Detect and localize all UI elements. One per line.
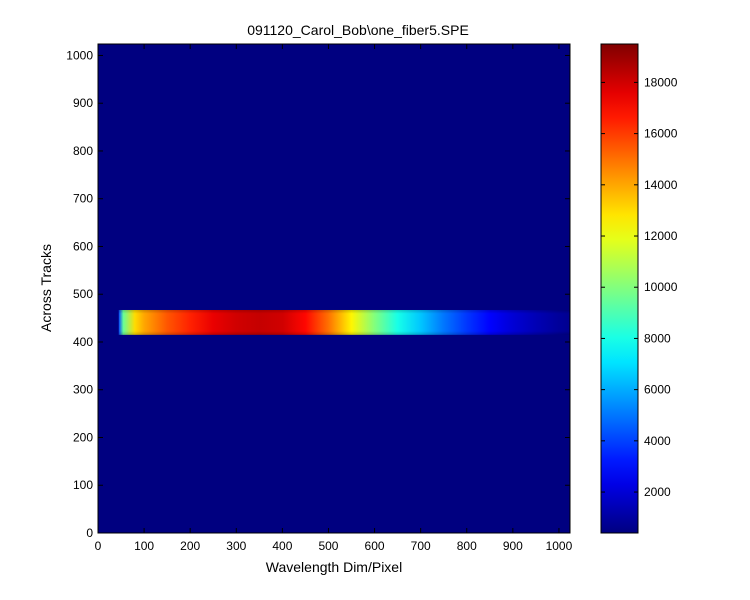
x-tick-label: 100 [134,539,154,553]
colorbar-tick-label: 10000 [644,280,678,294]
colorbar-tick-label: 16000 [644,127,678,141]
colorbar-tick-label: 6000 [644,383,671,397]
colorbar-tick-label: 12000 [644,229,678,243]
colorbar-tick-label: 18000 [644,75,678,89]
y-axis-ticks: 0 100 200 300 400 500 600 700 800 900 1000 [66,48,570,540]
x-tick-label: 500 [318,539,338,553]
colorbar-tick-label: 4000 [644,434,671,448]
y-tick-label: 800 [73,144,93,158]
y-tick-label: 300 [73,383,93,397]
x-tick-label: 400 [272,539,292,553]
y-tick-label: 600 [73,239,93,253]
x-axis-label: Wavelength Dim/Pixel [266,559,402,575]
x-axis-ticks: 0 100 200 300 400 500 600 700 800 900 1000 [95,44,573,553]
heatmap-plot: 0 100 200 300 400 500 600 700 800 900 1000 0 100 200… [66,43,573,553]
y-tick-label: 700 [73,192,93,206]
y-tick-label: 200 [73,430,93,444]
colorbar: 2000 4000 6000 8000 10000 12000 14000 16000 1800… [600,43,678,534]
x-tick-label: 1000 [546,539,573,553]
colorbar-fill [601,44,638,533]
colorbar-ticks: 2000 4000 6000 8000 10000 12000 14000 16000 1800… [601,75,678,499]
y-tick-label: 100 [73,478,93,492]
colorbar-tick-label: 8000 [644,331,671,345]
chart-title: 091120_Carol_Bob\one_fiber5.SPE [247,22,469,38]
heatmap-background [98,44,570,533]
x-tick-label: 0 [95,539,102,553]
x-tick-label: 600 [365,539,385,553]
y-tick-label: 1000 [66,48,93,62]
y-tick-label: 500 [73,287,93,301]
y-axis-label: Across Tracks [38,244,54,332]
x-tick-label: 300 [226,539,246,553]
plot-frame [97,43,571,534]
colorbar-frame [600,43,639,534]
colorbar-tick-label: 2000 [644,485,671,499]
x-tick-label: 900 [503,539,523,553]
x-tick-label: 700 [411,539,431,553]
x-tick-label: 200 [180,539,200,553]
x-tick-label: 800 [457,539,477,553]
intensity-band-edge [118,309,570,335]
y-tick-label: 900 [73,96,93,110]
y-tick-label: 0 [86,526,93,540]
colorbar-tick-label: 14000 [644,178,678,192]
y-tick-label: 400 [73,335,93,349]
